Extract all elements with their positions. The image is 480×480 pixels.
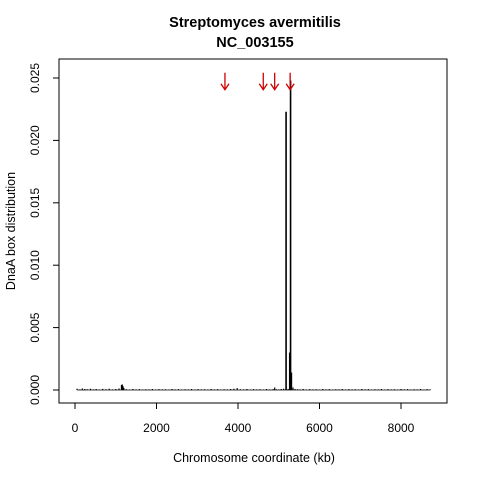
y-tick-label: 0.000 — [28, 375, 42, 405]
x-axis-label: Chromosome coordinate (kb) — [173, 451, 335, 465]
y-tick-label: 0.020 — [28, 125, 42, 155]
y-tick-label: 0.015 — [28, 187, 42, 217]
x-axis: 0 2000 4000 6000 8000 — [72, 402, 415, 435]
y-axis-label: DnaA box distribution — [4, 172, 18, 290]
arrow-marker — [220, 72, 230, 91]
arrow-marker — [285, 72, 295, 91]
x-tick-label: 6000 — [306, 421, 333, 435]
y-axis: 0.000 0.005 0.010 0.015 0.020 0.025 — [28, 63, 60, 405]
chart-subtitle: NC_003155 — [216, 35, 293, 51]
chart-title: Streptomyces avermitilis — [169, 15, 341, 31]
bars-group — [76, 80, 431, 391]
arrow-marker — [258, 72, 268, 91]
x-tick-label: 2000 — [143, 421, 170, 435]
arrow-marker — [270, 72, 280, 91]
x-tick-label: 0 — [72, 421, 79, 435]
annotation-arrows — [220, 72, 295, 91]
y-tick-label: 0.005 — [28, 312, 42, 342]
x-tick-label: 4000 — [225, 421, 252, 435]
y-tick-label: 0.025 — [28, 63, 42, 93]
y-tick-label: 0.010 — [28, 250, 42, 280]
x-tick-label: 8000 — [388, 421, 415, 435]
